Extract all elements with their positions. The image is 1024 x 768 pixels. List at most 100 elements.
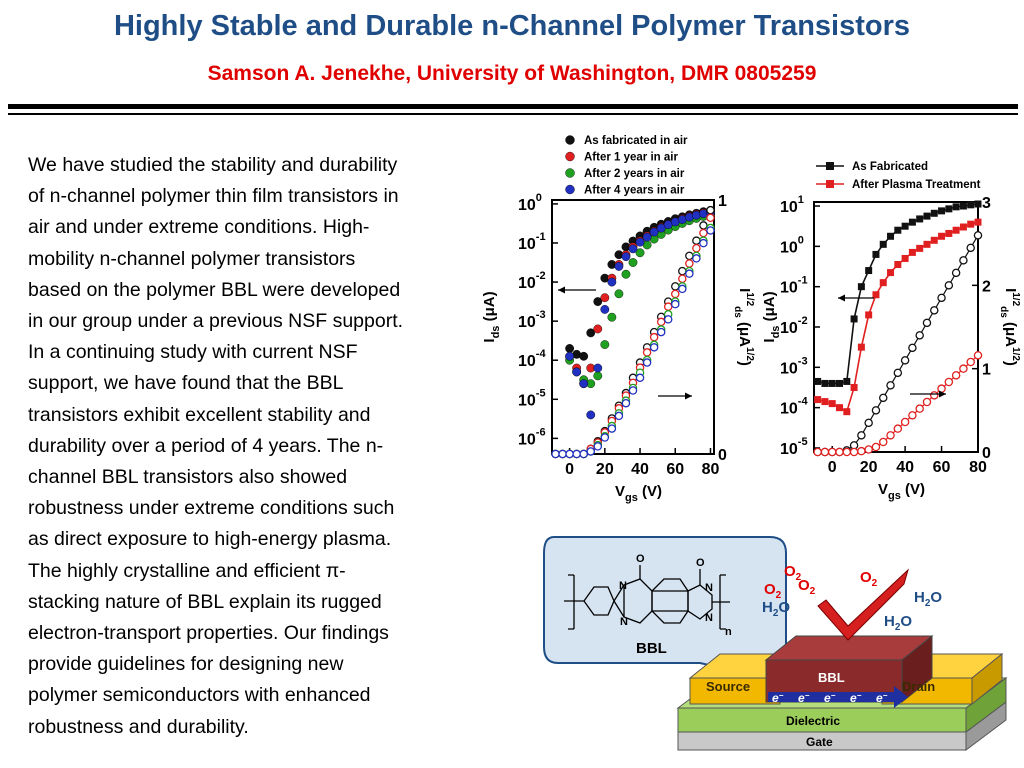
data-point [887,269,895,277]
data-point [966,243,975,253]
data-point [671,282,680,291]
y2-axis-label: I1/2ds (μA1/2) [998,288,1020,366]
data-point [930,209,938,217]
data-point [836,379,844,387]
bbl-atom-n: N [705,612,713,624]
data-point [551,449,560,459]
x-tick-label: 20 [596,461,614,478]
data-point [952,226,960,234]
o2-molecule: O2 [784,563,802,583]
y-tick-label: 10-5 [518,387,546,409]
data-point [850,315,858,323]
body-line: support, we have found that the BBL [28,372,344,395]
body-text: We have studied the stability and durabi… [28,150,473,743]
data-point [678,284,687,294]
body-line: air and under extreme conditions. High- [28,216,370,239]
data-point [572,367,582,377]
h2o-molecule: H2O [914,589,942,609]
body-line: durability over a period of 4 years. The… [28,434,384,457]
data-point [692,254,701,263]
data-point [593,297,603,307]
data-point [685,259,694,268]
data-point [663,302,673,311]
bbl-atom-o: O [636,553,645,565]
data-point [579,379,589,389]
data-point [967,201,975,209]
data-point [579,449,588,459]
body-line: transistors exhibit excellent stability … [28,403,371,426]
data-point [635,373,645,383]
data-point [678,266,687,276]
data-point [901,222,909,230]
data-point [930,306,939,315]
data-point [916,244,924,252]
data-point [857,446,866,456]
x-tick-label: 40 [631,461,649,478]
x-tick-label: 20 [860,459,878,476]
data-point [836,404,844,412]
legend-label: After 2 years in air [584,168,685,180]
data-point [593,371,603,381]
electron-symbol: e− [876,691,888,705]
data-point [699,228,708,238]
legend-label: After 1 year in air [584,152,678,164]
data-point [959,202,967,210]
data-point [656,317,666,327]
h2o-molecule: H2O [762,599,790,619]
data-point [699,221,708,230]
data-point [685,269,694,278]
data-point [828,379,836,387]
bbl-name-label: BBL [636,640,667,657]
data-point [671,289,680,299]
data-point [922,397,932,407]
data-point [628,244,638,254]
body-line: channel BBL transistors also showed [28,466,348,489]
data-point [865,267,873,275]
y-tick-label: 10-2 [780,315,808,337]
data-point [865,311,873,319]
data-point [938,232,946,240]
y-tick-label: 100 [780,234,804,256]
legend-marker [565,184,575,195]
data-point [887,232,895,240]
data-point [821,379,829,387]
legend-marker [565,168,575,178]
x-tick-label: 60 [933,459,951,476]
data-point [607,424,617,433]
body-line: In a continuing study with current NSF [28,341,358,364]
data-point [945,229,953,237]
legend-label: After 4 years in air [584,185,685,197]
data-point [916,215,924,223]
data-point [938,207,946,215]
data-point [951,268,961,278]
y-tick-label: 10-2 [518,270,546,292]
data-point [857,431,866,440]
y-tick-label: 101 [780,194,804,216]
y-tick-label: 10-4 [780,396,808,418]
electron-symbol: e− [772,691,784,705]
gate-label: Gate [806,735,833,749]
data-point [922,318,932,328]
slide-subtitle: Samson A. Jenekhe, University of Washing… [207,62,817,85]
data-point [857,283,865,291]
body-line: robustness and durability. [28,715,249,738]
source-label: Source [706,679,750,694]
data-point [843,377,851,385]
data-point [649,332,659,342]
bbl-structure-drawing [564,565,730,630]
data-point [893,368,903,378]
data-point [649,227,659,237]
data-point [579,351,589,361]
data-point [923,212,931,220]
data-point [908,343,917,353]
data-point [642,348,652,357]
y2-tick-label: 0 [982,445,991,462]
data-point [952,203,960,211]
data-point [607,277,617,287]
x-tick-label: 60 [666,461,684,478]
y-tick-label: 10-6 [518,426,546,448]
data-point [871,442,881,452]
data-point [944,377,954,387]
data-point [974,218,982,226]
